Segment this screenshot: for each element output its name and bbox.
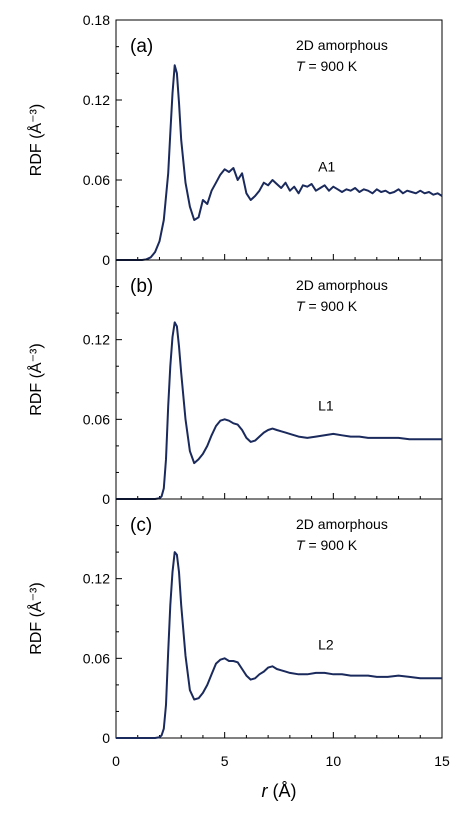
temperature-value: = 900 K <box>305 537 358 553</box>
y-tick-label: 0 <box>102 491 110 507</box>
panel-3: 0 0.06 0.12 (c) 2D amorphous T = 900 K L2 RDF (… <box>26 498 443 746</box>
y-tick-label: 0 <box>102 730 110 746</box>
y-tick-label: 0.12 <box>83 92 110 108</box>
x-tick-label: 0 <box>112 753 120 769</box>
series-label: L2 <box>318 637 334 653</box>
x-axis-unit: (Å) <box>268 781 297 801</box>
y-tick-label: 0.12 <box>83 571 110 587</box>
annotation-title: 2D amorphous <box>296 516 388 532</box>
y-tick-label: 0.06 <box>83 411 110 427</box>
y-axis-label: RDF (Å⁻³) <box>26 104 45 176</box>
panel-label: (a) <box>130 36 153 57</box>
panel-2: 0 0.06 0.12 (b) 2D amorphous T = 900 K L1 RDF (… <box>26 259 443 507</box>
panel-label: (c) <box>130 515 152 536</box>
rdf-series-line <box>116 551 442 739</box>
temperature-symbol: T <box>296 58 306 74</box>
y-tick-label: 0.06 <box>83 650 110 666</box>
y-axis-label: RDF (Å⁻³) <box>26 343 45 415</box>
series-label: A1 <box>318 158 335 174</box>
annotation-temperature: T = 900 K <box>296 537 358 553</box>
annotation-temperature: T = 900 K <box>296 298 358 314</box>
annotation-temperature: T = 900 K <box>296 58 358 74</box>
panel-1: 0 0.06 0.12 0.18 (a) 2D amorphous T = 900 K A1 R… <box>26 12 443 268</box>
series-label: L1 <box>318 398 334 414</box>
plot-frame <box>115 19 443 261</box>
x-axis-variable: r <box>262 781 269 801</box>
y-tick-label: 0.18 <box>83 12 110 28</box>
x-axis-label: r (Å) <box>262 781 297 801</box>
panel-label: (b) <box>130 276 153 297</box>
temperature-value: = 900 K <box>305 58 358 74</box>
y-tick-label: 0 <box>102 252 110 268</box>
annotation-title: 2D amorphous <box>296 37 388 53</box>
rdf-series-line <box>116 321 442 500</box>
temperature-symbol: T <box>296 298 306 314</box>
temperature-value: = 900 K <box>305 298 358 314</box>
x-tick-label: 10 <box>326 753 342 769</box>
y-tick-label: 0.06 <box>83 172 110 188</box>
annotation-title: 2D amorphous <box>296 277 388 293</box>
y-tick-label: 0.12 <box>83 332 110 348</box>
y-axis-label: RDF (Å⁻³) <box>26 582 45 654</box>
rdf-series-line <box>116 64 443 261</box>
plot-frame <box>115 498 443 739</box>
temperature-symbol: T <box>296 537 306 553</box>
x-tick-label: 15 <box>434 753 450 769</box>
x-tick-label: 5 <box>221 753 229 769</box>
